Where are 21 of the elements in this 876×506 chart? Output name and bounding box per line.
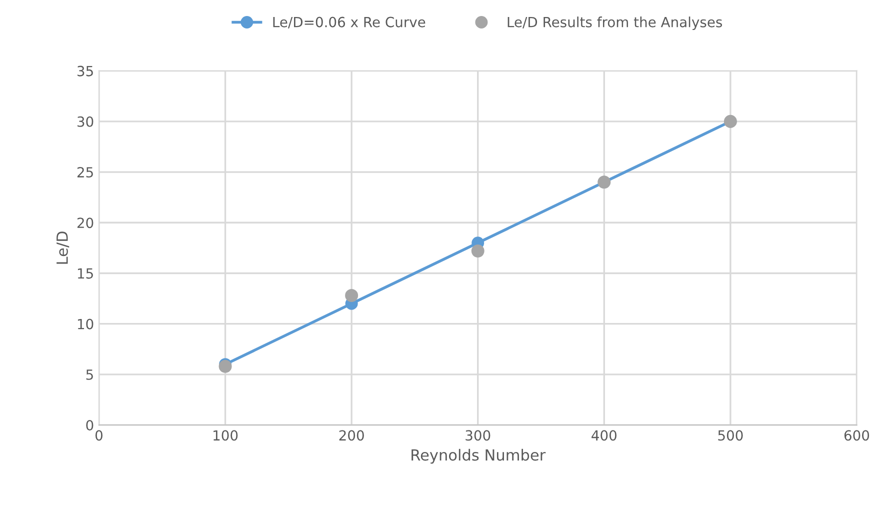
x-tick-label: 300 [466,430,490,441]
y-tick-label: 20 [77,218,94,228]
x-tick-label: 100 [214,430,238,441]
x-tick-label: 200 [339,430,364,441]
x-axis-title: Reynolds Number [412,448,546,464]
x-tick-label: 400 [592,430,616,441]
y-tick-label: 35 [78,66,93,76]
y-tick-label: 5 [86,370,93,380]
y-tick-label: 15 [78,268,93,279]
x-tick-label: 0 [95,430,102,441]
y-tick-label: 0 [86,420,94,431]
y-tick-label: 25 [77,167,93,178]
x-tick-label: 600 [844,430,870,441]
x-tick-label: 500 [718,430,743,441]
legend-label: Le/D Results from the Analyses [508,16,722,30]
point [471,244,484,258]
y-tick-label: 10 [78,318,94,330]
point [345,289,358,302]
legend-label: Le/D=0.06 x Re Curve [273,16,426,28]
y-tick-label: 30 [78,116,94,127]
y-axis-title: Le/D [56,232,70,264]
